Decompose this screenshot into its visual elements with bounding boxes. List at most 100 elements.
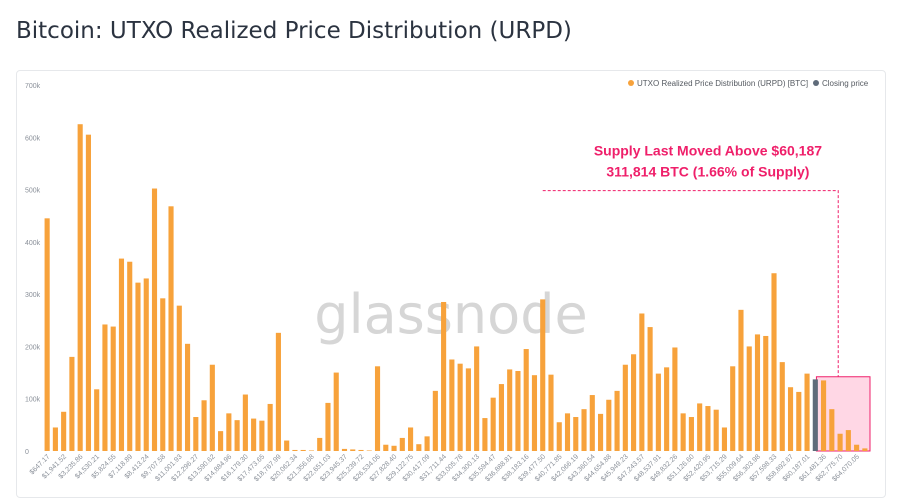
urpd-bar[interactable] bbox=[341, 448, 348, 451]
urpd-bar[interactable] bbox=[837, 433, 843, 451]
urpd-bar[interactable] bbox=[821, 380, 827, 451]
urpd-bar[interactable] bbox=[226, 413, 232, 451]
urpd-bar[interactable] bbox=[292, 449, 298, 451]
urpd-bar[interactable] bbox=[664, 367, 670, 451]
urpd-bar[interactable] bbox=[259, 420, 265, 451]
urpd-bar[interactable] bbox=[358, 449, 364, 451]
urpd-bar[interactable] bbox=[135, 282, 141, 451]
urpd-bar[interactable] bbox=[796, 391, 802, 451]
urpd-bar[interactable] bbox=[325, 402, 331, 451]
urpd-bar[interactable] bbox=[581, 409, 587, 451]
urpd-bar[interactable] bbox=[242, 394, 248, 451]
urpd-bar[interactable] bbox=[366, 450, 372, 451]
urpd-bar[interactable] bbox=[77, 124, 83, 451]
urpd-bar[interactable] bbox=[804, 373, 810, 451]
urpd-bar[interactable] bbox=[507, 369, 513, 451]
urpd-bar[interactable] bbox=[614, 390, 620, 451]
urpd-bar[interactable] bbox=[416, 444, 422, 451]
urpd-bar[interactable] bbox=[862, 448, 868, 451]
urpd-bar[interactable] bbox=[498, 384, 504, 451]
urpd-bar[interactable] bbox=[680, 413, 686, 451]
urpd-bar[interactable] bbox=[391, 445, 397, 451]
urpd-bar[interactable] bbox=[432, 390, 438, 451]
urpd-bar[interactable] bbox=[308, 450, 315, 451]
urpd-bar[interactable] bbox=[350, 449, 356, 451]
urpd-bar[interactable] bbox=[424, 436, 430, 451]
urpd-bar[interactable] bbox=[209, 364, 215, 451]
urpd-bar[interactable] bbox=[763, 335, 769, 451]
urpd-bar[interactable] bbox=[61, 411, 67, 451]
urpd-bar[interactable] bbox=[201, 400, 207, 451]
urpd-bar[interactable] bbox=[267, 403, 273, 451]
urpd-bar[interactable] bbox=[383, 444, 389, 451]
urpd-bar[interactable] bbox=[317, 437, 323, 451]
urpd-bar[interactable] bbox=[631, 354, 637, 451]
urpd-bar[interactable] bbox=[622, 364, 628, 451]
urpd-bar[interactable] bbox=[639, 313, 645, 451]
urpd-bar[interactable] bbox=[333, 372, 339, 451]
urpd-bar[interactable] bbox=[300, 449, 306, 451]
urpd-bar[interactable] bbox=[110, 326, 116, 451]
urpd-bar[interactable] bbox=[515, 371, 521, 451]
urpd-bar[interactable] bbox=[540, 299, 546, 451]
urpd-bar[interactable] bbox=[606, 399, 612, 451]
urpd-bar[interactable] bbox=[655, 373, 661, 451]
urpd-bar[interactable] bbox=[449, 359, 455, 452]
urpd-bar[interactable] bbox=[193, 417, 199, 451]
urpd-bar[interactable] bbox=[168, 206, 174, 451]
urpd-bar[interactable] bbox=[490, 397, 496, 451]
urpd-bar[interactable] bbox=[408, 427, 414, 451]
urpd-bar[interactable] bbox=[176, 305, 182, 451]
urpd-bar[interactable] bbox=[738, 309, 744, 451]
closing-price-bar[interactable] bbox=[812, 379, 818, 451]
urpd-bar[interactable] bbox=[85, 134, 91, 451]
urpd-bar[interactable] bbox=[374, 366, 381, 451]
urpd-bar[interactable] bbox=[787, 387, 794, 451]
urpd-bar[interactable] bbox=[721, 427, 728, 451]
urpd-bar[interactable] bbox=[564, 413, 571, 451]
urpd-bar[interactable] bbox=[573, 417, 579, 451]
urpd-bar[interactable] bbox=[672, 347, 678, 451]
urpd-bar[interactable] bbox=[597, 413, 604, 451]
urpd-bar[interactable] bbox=[474, 346, 480, 451]
urpd-bar[interactable] bbox=[52, 427, 58, 451]
urpd-bar[interactable] bbox=[754, 334, 761, 451]
urpd-bar[interactable] bbox=[688, 417, 694, 451]
urpd-bar[interactable] bbox=[531, 375, 538, 451]
urpd-bar[interactable] bbox=[275, 332, 281, 451]
urpd-bar[interactable] bbox=[94, 389, 100, 451]
urpd-bar[interactable] bbox=[647, 327, 653, 451]
urpd-bar[interactable] bbox=[697, 403, 703, 451]
urpd-bar[interactable] bbox=[284, 440, 290, 451]
urpd-bar[interactable] bbox=[746, 346, 752, 451]
urpd-bar[interactable] bbox=[44, 218, 50, 451]
urpd-bar[interactable] bbox=[69, 356, 75, 451]
urpd-bar[interactable] bbox=[251, 418, 257, 451]
urpd-bar[interactable] bbox=[218, 431, 224, 451]
urpd-bar[interactable] bbox=[118, 258, 125, 451]
urpd-bar[interactable] bbox=[151, 188, 158, 452]
urpd-bar[interactable] bbox=[160, 298, 166, 451]
urpd-bar[interactable] bbox=[399, 437, 405, 451]
urpd-bar[interactable] bbox=[771, 273, 777, 451]
urpd-bar[interactable] bbox=[589, 395, 595, 451]
urpd-bar[interactable] bbox=[441, 301, 447, 451]
urpd-bar[interactable] bbox=[854, 444, 860, 451]
urpd-bar[interactable] bbox=[465, 368, 471, 451]
urpd-bar[interactable] bbox=[730, 366, 736, 451]
urpd-bar[interactable] bbox=[184, 343, 191, 451]
urpd-bar[interactable] bbox=[127, 261, 133, 451]
urpd-bar[interactable] bbox=[457, 363, 463, 451]
urpd-bar[interactable] bbox=[234, 420, 240, 451]
urpd-bar[interactable] bbox=[556, 422, 562, 451]
urpd-bar[interactable] bbox=[102, 324, 108, 451]
urpd-bar[interactable] bbox=[548, 374, 554, 451]
urpd-bar[interactable] bbox=[143, 278, 149, 451]
urpd-bar[interactable] bbox=[713, 409, 719, 451]
urpd-bar[interactable] bbox=[779, 362, 785, 451]
urpd-bar[interactable] bbox=[829, 409, 835, 451]
urpd-bar[interactable] bbox=[523, 349, 529, 451]
urpd-bar[interactable] bbox=[482, 418, 488, 451]
urpd-bar[interactable] bbox=[845, 430, 851, 451]
